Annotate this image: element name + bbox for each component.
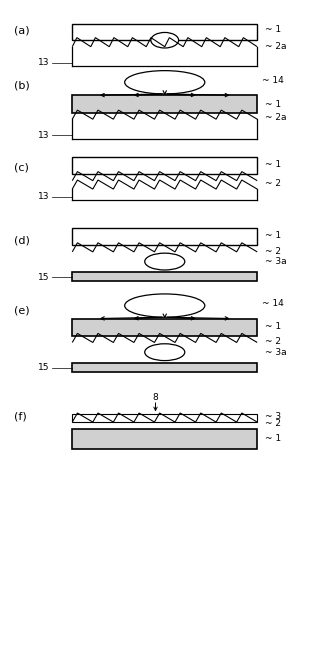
- Text: (e): (e): [14, 305, 29, 315]
- Text: ~ 14: ~ 14: [262, 76, 284, 85]
- Bar: [72, 363, 257, 372]
- Text: ~ 1: ~ 1: [265, 25, 281, 34]
- Text: ~ 2: ~ 2: [265, 337, 281, 346]
- Text: ~ 3a: ~ 3a: [265, 348, 286, 357]
- Text: ~ 3a: ~ 3a: [265, 257, 286, 266]
- Text: 15: 15: [38, 363, 50, 372]
- Text: (a): (a): [14, 25, 29, 36]
- Text: ~ 1: ~ 1: [265, 100, 281, 109]
- Bar: [72, 96, 257, 112]
- Text: 13: 13: [38, 192, 50, 202]
- Text: 13: 13: [38, 131, 50, 140]
- Ellipse shape: [151, 32, 179, 48]
- Text: ~ 1: ~ 1: [265, 322, 281, 332]
- Bar: [72, 157, 257, 174]
- Text: ~ 2a: ~ 2a: [265, 42, 286, 51]
- Text: (c): (c): [14, 162, 29, 173]
- Text: ~ 2: ~ 2: [265, 419, 281, 428]
- Bar: [72, 272, 257, 281]
- Text: ~ 3: ~ 3: [265, 412, 281, 421]
- Text: ~ 1: ~ 1: [265, 434, 281, 443]
- Text: ~ 1: ~ 1: [265, 231, 281, 240]
- Bar: [72, 24, 257, 40]
- Text: (f): (f): [14, 412, 26, 422]
- Bar: [72, 414, 257, 422]
- Text: ~ 2a: ~ 2a: [265, 113, 286, 122]
- Ellipse shape: [125, 71, 205, 94]
- Text: (d): (d): [14, 236, 30, 246]
- Ellipse shape: [145, 344, 185, 361]
- Bar: [72, 318, 257, 336]
- Ellipse shape: [125, 294, 205, 317]
- Text: ~ 2: ~ 2: [265, 179, 281, 188]
- Bar: [72, 428, 257, 449]
- Text: ~ 14: ~ 14: [262, 299, 284, 308]
- Text: 13: 13: [38, 58, 50, 68]
- Text: 15: 15: [38, 272, 50, 281]
- Text: (b): (b): [14, 81, 30, 90]
- Ellipse shape: [145, 253, 185, 270]
- Text: ~ 2: ~ 2: [265, 247, 281, 255]
- Bar: [72, 228, 257, 246]
- Text: 8: 8: [152, 393, 158, 402]
- Text: ~ 1: ~ 1: [265, 160, 281, 169]
